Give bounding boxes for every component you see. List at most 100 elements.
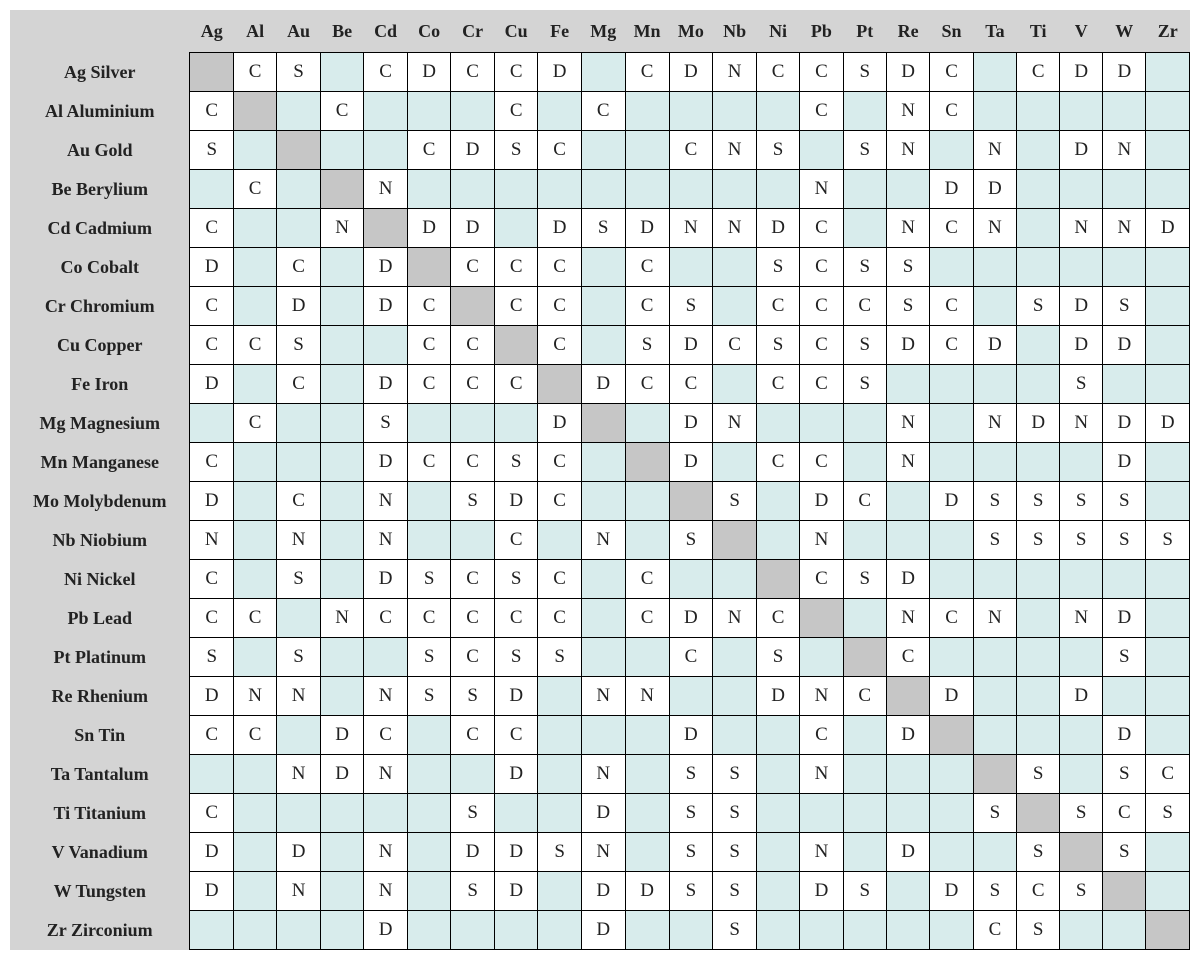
matrix-cell: S <box>1060 365 1103 404</box>
matrix-cell: S <box>494 560 538 599</box>
matrix-cell <box>494 911 538 950</box>
matrix-cell <box>886 911 929 950</box>
matrix-cell <box>625 716 669 755</box>
matrix-cell: S <box>277 53 321 92</box>
matrix-cell: N <box>1060 599 1103 638</box>
matrix-cell: S <box>407 638 451 677</box>
matrix-cell: C <box>756 287 799 326</box>
matrix-cell: D <box>320 755 363 794</box>
matrix-cell: D <box>364 287 408 326</box>
matrix-cell: C <box>190 443 234 482</box>
matrix-cell <box>973 287 1016 326</box>
matrix-cell: D <box>581 872 625 911</box>
matrix-cell: N <box>800 833 843 872</box>
matrix-cell: S <box>1103 482 1146 521</box>
matrix-cell: N <box>713 209 757 248</box>
matrix-cell: S <box>1103 638 1146 677</box>
matrix-cell: N <box>973 599 1016 638</box>
matrix-cell: S <box>190 638 234 677</box>
matrix-cell <box>407 92 451 131</box>
matrix-cell: N <box>973 131 1016 170</box>
row-header: Zr Zirconium <box>10 911 190 950</box>
matrix-cell <box>1146 911 1190 950</box>
matrix-cell <box>1017 560 1060 599</box>
matrix-cell <box>1060 248 1103 287</box>
matrix-cell: C <box>800 53 843 92</box>
matrix-cell <box>451 287 494 326</box>
matrix-cell: N <box>1060 404 1103 443</box>
matrix-cell: C <box>190 92 234 131</box>
matrix-cell: D <box>364 443 408 482</box>
matrix-cell: C <box>234 170 277 209</box>
matrix-cell: S <box>277 638 321 677</box>
matrix-cell: C <box>190 716 234 755</box>
matrix-cell <box>843 833 886 872</box>
matrix-cell <box>930 560 973 599</box>
matrix-cell: N <box>364 872 408 911</box>
matrix-cell <box>451 170 494 209</box>
column-header: Ag <box>190 10 234 53</box>
matrix-cell <box>538 170 581 209</box>
matrix-cell: D <box>190 872 234 911</box>
matrix-cell: C <box>234 599 277 638</box>
matrix-cell <box>1017 443 1060 482</box>
matrix-cell: N <box>886 209 929 248</box>
matrix-cell: S <box>1060 482 1103 521</box>
matrix-cell: D <box>886 716 929 755</box>
matrix-cell <box>713 170 757 209</box>
matrix-cell: D <box>669 404 713 443</box>
row-header: Cu Copper <box>10 326 190 365</box>
matrix-cell <box>581 599 625 638</box>
matrix-cell <box>581 326 625 365</box>
matrix-cell <box>1060 833 1103 872</box>
matrix-cell <box>451 521 494 560</box>
table-row: Nb NiobiumNNNCNSNSSSSS <box>10 521 1190 560</box>
matrix-cell: N <box>364 521 408 560</box>
matrix-cell: D <box>364 365 408 404</box>
matrix-cell: D <box>800 872 843 911</box>
matrix-cell <box>713 560 757 599</box>
matrix-cell <box>364 209 408 248</box>
row-header: Co Cobalt <box>10 248 190 287</box>
matrix-cell: C <box>800 560 843 599</box>
matrix-cell: C <box>756 599 799 638</box>
matrix-cell: D <box>1103 404 1146 443</box>
matrix-cell: C <box>843 287 886 326</box>
column-header: Al <box>234 10 277 53</box>
row-header: Mo Molybdenum <box>10 482 190 521</box>
matrix-cell <box>407 755 451 794</box>
matrix-cell: C <box>800 443 843 482</box>
matrix-cell: D <box>1103 443 1146 482</box>
matrix-cell <box>190 53 234 92</box>
row-header: Mn Manganese <box>10 443 190 482</box>
matrix-cell <box>581 53 625 92</box>
matrix-cell <box>843 443 886 482</box>
matrix-cell <box>1146 833 1190 872</box>
matrix-cell: N <box>320 209 363 248</box>
matrix-cell: N <box>713 131 757 170</box>
matrix-cell: D <box>1060 131 1103 170</box>
matrix-cell: C <box>800 287 843 326</box>
matrix-cell <box>494 404 538 443</box>
row-header: Ag Silver <box>10 53 190 92</box>
matrix-cell: C <box>756 443 799 482</box>
row-header: Be Berylium <box>10 170 190 209</box>
table-row: Sn TinCCDCCCDCDD <box>10 716 1190 755</box>
matrix-cell: N <box>277 755 321 794</box>
table-row: Cd CadmiumCNDDDSDNNDCNCNNND <box>10 209 1190 248</box>
matrix-cell <box>625 404 669 443</box>
matrix-cell <box>320 521 363 560</box>
table-row: Pb LeadCCNCCCCCCDNCNCNND <box>10 599 1190 638</box>
matrix-cell: C <box>451 248 494 287</box>
matrix-cell: S <box>1017 482 1060 521</box>
matrix-cell: N <box>713 53 757 92</box>
matrix-cell: C <box>277 482 321 521</box>
matrix-cell <box>625 170 669 209</box>
matrix-cell <box>364 794 408 833</box>
matrix-cell <box>973 92 1016 131</box>
matrix-cell: S <box>713 755 757 794</box>
matrix-cell: N <box>800 521 843 560</box>
matrix-cell: C <box>407 326 451 365</box>
matrix-cell <box>843 794 886 833</box>
corner-cell <box>10 10 190 53</box>
